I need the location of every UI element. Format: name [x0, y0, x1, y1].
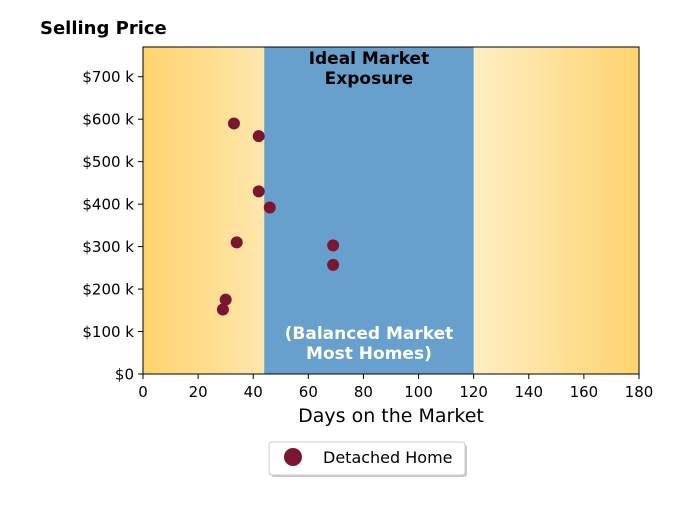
y-tick-label: $100 k — [82, 323, 134, 341]
x-tick-label: 100 — [404, 383, 433, 401]
x-tick-label: 120 — [459, 383, 488, 401]
data-point — [252, 130, 265, 143]
data-point — [252, 185, 265, 198]
x-tick-label: 60 — [299, 383, 318, 401]
y-tick-label: $200 k — [82, 281, 134, 299]
legend-marker — [284, 448, 302, 466]
data-point — [327, 258, 340, 271]
data-point — [327, 239, 340, 252]
x-tick-label: 180 — [625, 383, 654, 401]
data-point — [227, 117, 240, 130]
x-tick-label: 0 — [138, 383, 148, 401]
legend-label: Detached Home — [323, 448, 453, 467]
ideal-title-line1: Ideal Market — [309, 49, 430, 69]
x-axis-title: Days on the Market — [298, 405, 484, 427]
data-point — [230, 236, 243, 249]
chart-title: Selling Price — [40, 18, 167, 39]
data-points — [216, 117, 340, 316]
x-tick-label: 20 — [189, 383, 208, 401]
data-point — [216, 303, 229, 316]
x-tick-label: 140 — [514, 383, 543, 401]
legend: Detached Home — [268, 441, 467, 477]
y-tick-label: $400 k — [82, 196, 134, 214]
x-tick-label: 80 — [354, 383, 373, 401]
ideal-title-line2: Exposure — [325, 69, 414, 89]
y-tick-label: $700 k — [82, 68, 134, 86]
x-tick-label: 40 — [244, 383, 263, 401]
y-tick-label: $600 k — [82, 111, 134, 129]
plot-frame — [142, 46, 640, 375]
y-tick-label: $500 k — [82, 153, 134, 171]
ideal-exposure-band — [264, 47, 474, 374]
y-tick-label: $300 k — [82, 238, 134, 256]
x-tick-label: 160 — [570, 383, 599, 401]
legend-box — [268, 441, 466, 476]
y-tick-label: $0 — [115, 366, 134, 384]
ideal-note-line1: (Balanced Market — [285, 324, 454, 344]
y-axis-ticks: $0 $100 k $200 k $300 k $400 k $500 k $600 k $7… — [82, 68, 143, 384]
x-axis-ticks: 0 20 40 60 80 100 120 140 160 180 — [138, 374, 653, 401]
ideal-note-line2: Most Homes) — [306, 344, 432, 364]
data-point — [219, 293, 232, 306]
data-point — [263, 201, 276, 214]
